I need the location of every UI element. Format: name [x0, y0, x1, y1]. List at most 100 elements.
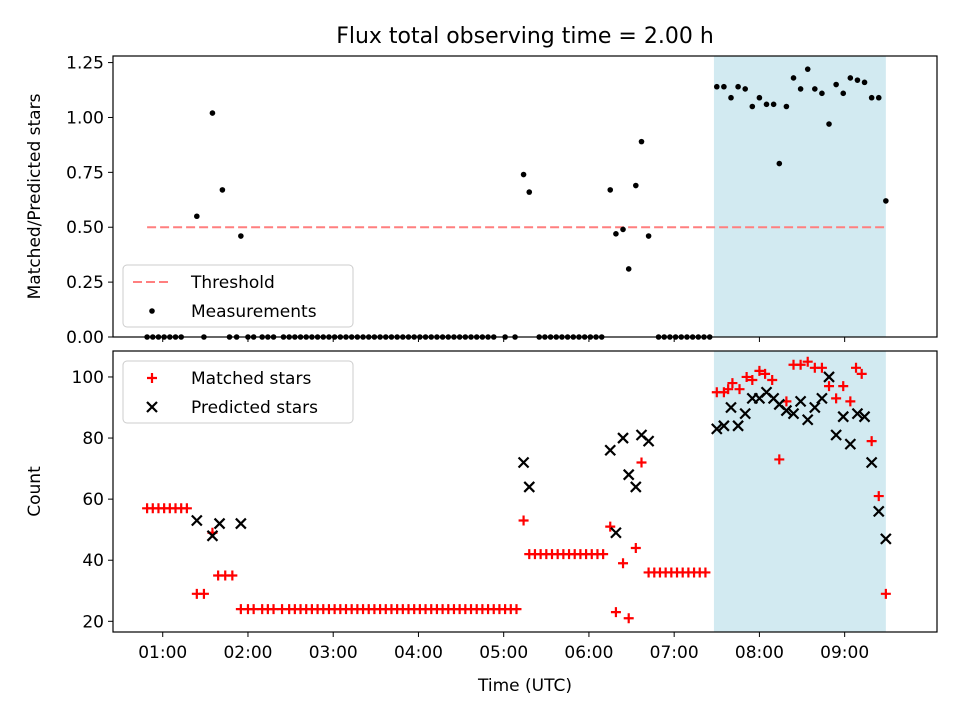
data-point [783, 103, 790, 110]
data-point [837, 410, 850, 423]
data-point [734, 384, 745, 395]
data-point [816, 362, 827, 373]
y-tick-label: 40 [82, 551, 104, 571]
legend-box [122, 264, 354, 328]
data-point [198, 588, 209, 599]
data-point [847, 75, 854, 81]
data-point [851, 362, 862, 373]
highlight-span [713, 56, 886, 337]
bottom-panel: 20 40 60 80 100 01:00 02:00 03:00 04:00 05:00 06:0… [25, 350, 938, 696]
data-point [613, 231, 619, 237]
data-point [880, 588, 891, 599]
data-point [831, 393, 842, 404]
data-point [780, 404, 793, 417]
top-panel: 0.00 0.25 0.50 0.75 1.00 1.25 Matched/Predicte… [25, 54, 938, 348]
legend-box [122, 360, 354, 424]
x-axis-label: Time (UTC) [477, 676, 572, 696]
x-tick-label: 04:00 [394, 643, 443, 663]
data-point [213, 517, 226, 530]
data-point [763, 101, 770, 108]
axes-frame [112, 350, 938, 633]
data-point [206, 530, 219, 542]
data-point [610, 607, 621, 618]
data-point [642, 435, 655, 447]
data-point [845, 396, 856, 407]
data-point [747, 375, 758, 386]
x-tick-label: 02:00 [223, 643, 272, 663]
legend-marker [149, 308, 155, 314]
data-point [721, 83, 727, 90]
data-point [605, 521, 616, 532]
y-tick-label: 20 [82, 612, 104, 632]
y-tick-label: 0.00 [66, 328, 104, 348]
y-axis-label: Count [25, 466, 45, 517]
y-tick-label: 60 [82, 490, 104, 510]
x-tick-label: 03:00 [309, 643, 358, 663]
y-tick-label: 1.00 [66, 108, 104, 128]
x-tick-label: 05:00 [479, 643, 528, 663]
legend-label: Predicted stars [191, 398, 318, 418]
x-tick-label: 07:00 [650, 643, 699, 663]
x-tick-label: 01:00 [138, 643, 187, 663]
data-point [248, 604, 259, 615]
legend-label: Measurements [191, 302, 317, 322]
data-point [219, 187, 226, 193]
data-point [794, 395, 807, 408]
data-point [856, 368, 867, 379]
y-tick-label: 80 [82, 429, 104, 449]
x-tick-label: 09:00 [820, 643, 869, 663]
data-point [767, 375, 778, 386]
data-point [866, 436, 877, 447]
data-point [227, 570, 238, 581]
data-point [790, 75, 797, 81]
data-point [181, 503, 192, 514]
legend-marker [146, 401, 158, 413]
data-point [518, 515, 529, 526]
data-point [804, 66, 811, 72]
data-point [520, 171, 527, 178]
data-point [795, 359, 806, 370]
data-point [809, 401, 821, 414]
data-point [872, 505, 885, 518]
x-tick-label: 08:00 [735, 643, 784, 663]
data-point [797, 86, 804, 92]
data-point [630, 481, 642, 493]
figure-title: Flux total observing time = 2.00 h [336, 24, 714, 49]
y-tick-label: 0.75 [66, 163, 104, 183]
data-point [801, 413, 814, 426]
data-point [511, 604, 522, 615]
data-point [812, 86, 818, 92]
y-tick-label: 0.50 [66, 218, 104, 238]
data-point [725, 401, 737, 414]
y-axis-label: Matched/Predicted stars [25, 93, 45, 299]
data-point [787, 407, 800, 420]
data-point [816, 392, 828, 405]
data-point [883, 198, 889, 204]
data-point [610, 526, 622, 539]
data-point [617, 432, 629, 444]
data-point [723, 384, 734, 395]
data-point [868, 94, 875, 101]
data-point [633, 182, 639, 189]
data-point [873, 491, 884, 502]
data-point [191, 514, 203, 527]
data-point [713, 83, 720, 90]
data-point [741, 371, 752, 382]
series-matched-stars [142, 356, 891, 624]
data-point [880, 533, 892, 545]
data-point [623, 613, 634, 624]
data-point [838, 381, 849, 392]
data-point [728, 94, 734, 101]
data-point [840, 90, 847, 97]
axes-frame [112, 55, 938, 338]
legend-label: Threshold [190, 273, 275, 293]
data-point [760, 368, 771, 379]
data-point [645, 233, 652, 239]
data-point [636, 457, 647, 468]
data-point [604, 444, 617, 457]
data-point [238, 233, 244, 239]
data-point [854, 77, 861, 83]
legend-label: Matched stars [191, 369, 311, 389]
data-point [824, 381, 835, 392]
data-point [607, 187, 614, 193]
